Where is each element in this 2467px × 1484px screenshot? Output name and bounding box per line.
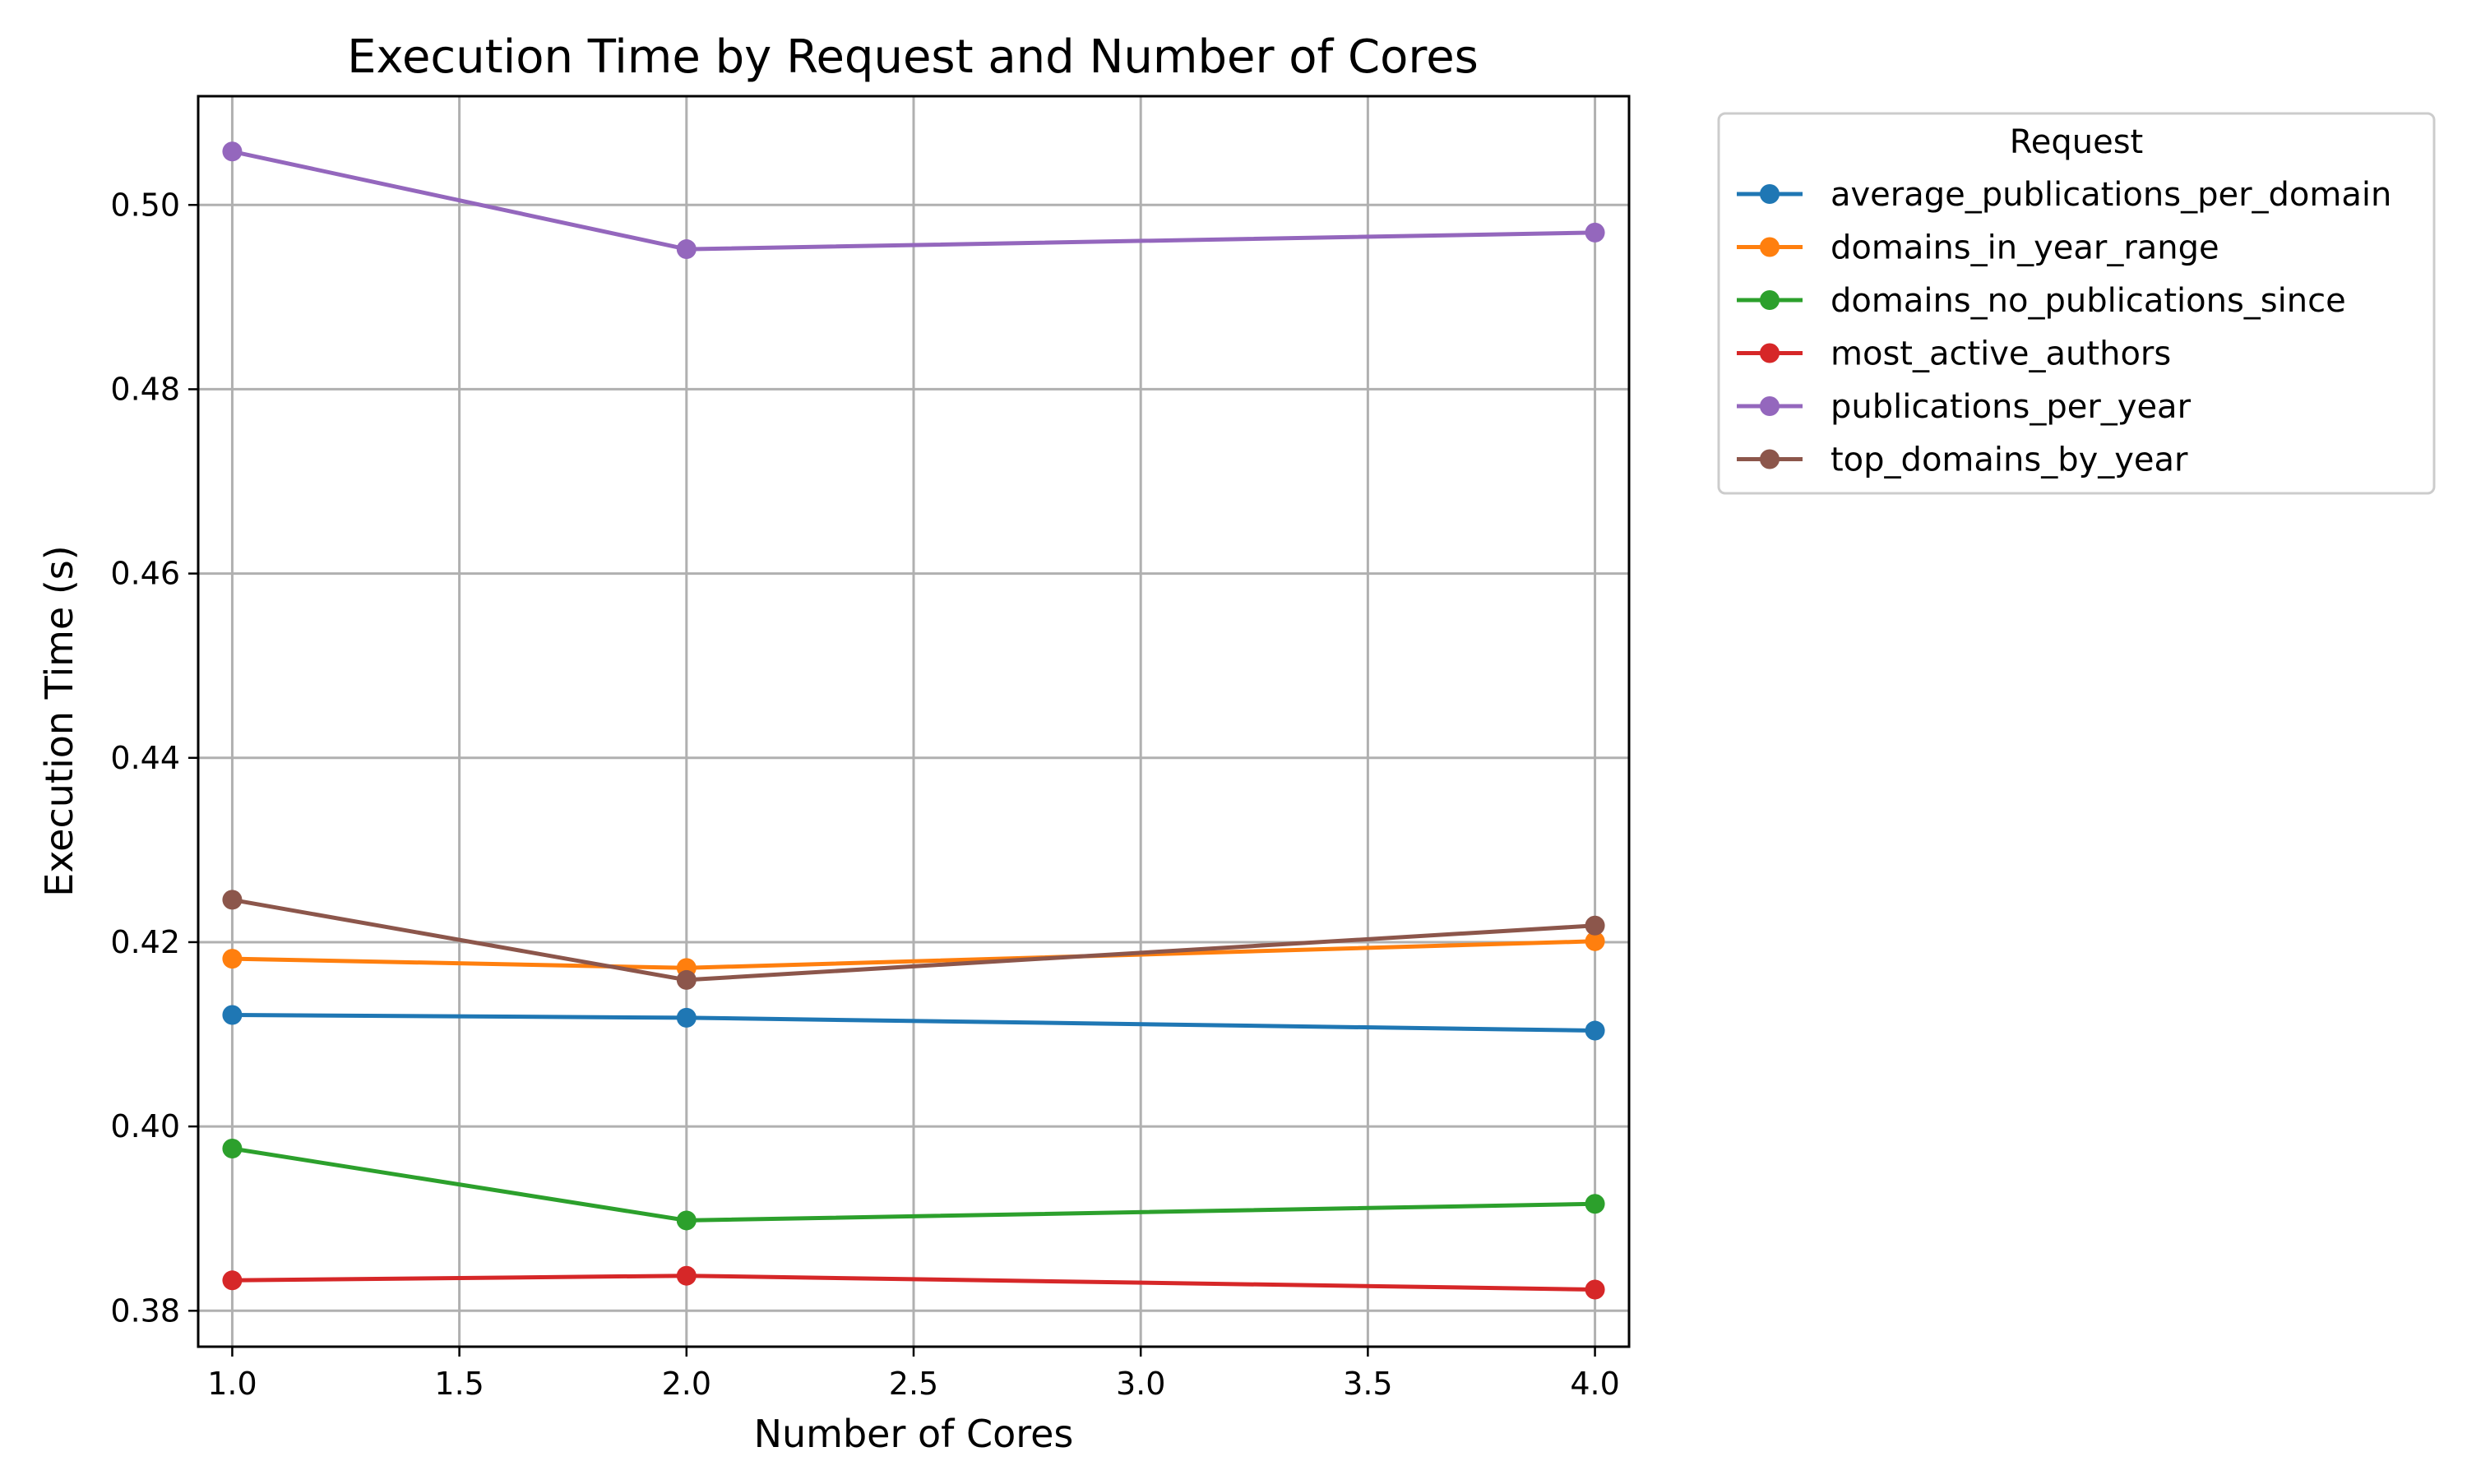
data-point bbox=[222, 141, 243, 162]
legend-marker bbox=[1760, 184, 1780, 204]
series-layer bbox=[222, 141, 1605, 1300]
data-point bbox=[222, 890, 243, 910]
data-point bbox=[1585, 915, 1605, 936]
data-point bbox=[676, 1007, 697, 1028]
legend-item-average_publications_per_domain: average_publications_per_domain bbox=[1737, 176, 2391, 214]
series-average_publications_per_domain bbox=[222, 1005, 1605, 1041]
legend-box bbox=[1717, 112, 2436, 495]
legend-label: top_domains_by_year bbox=[1831, 442, 2188, 479]
legend-title: Request bbox=[2010, 123, 2143, 161]
x-tick-label: 2.5 bbox=[889, 1366, 938, 1402]
data-point bbox=[1585, 1020, 1605, 1041]
legend-item-domains_no_publications_since: domains_no_publications_since bbox=[1737, 282, 2346, 320]
data-point bbox=[1585, 222, 1605, 243]
legend-label: domains_no_publications_since bbox=[1831, 282, 2346, 320]
x-tick-label: 3.5 bbox=[1343, 1366, 1392, 1402]
data-point bbox=[222, 1270, 243, 1291]
y-tick-label: 0.44 bbox=[110, 740, 180, 776]
legend-marker bbox=[1760, 343, 1780, 363]
y-axis-label: Execution Time (s) bbox=[37, 545, 81, 896]
grid bbox=[198, 96, 1629, 1347]
series-domains_in_year_range bbox=[222, 931, 1605, 978]
data-point bbox=[1585, 1194, 1605, 1214]
legend-item-publications_per_year: publications_per_year bbox=[1737, 388, 2192, 426]
x-axis-label: Number of Cores bbox=[754, 1412, 1074, 1456]
x-tick-label: 1.0 bbox=[207, 1366, 257, 1402]
y-tick-label: 0.48 bbox=[110, 371, 180, 407]
series-top_domains_by_year bbox=[222, 890, 1605, 990]
legend-item-top_domains_by_year: top_domains_by_year bbox=[1737, 442, 2188, 479]
data-point bbox=[676, 1265, 697, 1286]
legend-label: publications_per_year bbox=[1831, 388, 2192, 426]
y-tick-label: 0.42 bbox=[110, 924, 180, 960]
legend-marker bbox=[1760, 237, 1780, 257]
chart-title: Execution Time by Request and Number of … bbox=[347, 30, 1479, 84]
data-point bbox=[1585, 1279, 1605, 1300]
data-point bbox=[676, 239, 697, 260]
legend: Request average_publications_per_domaind… bbox=[1717, 112, 2436, 495]
series-domains_no_publications_since bbox=[222, 1139, 1605, 1231]
legend-marker bbox=[1760, 449, 1780, 469]
series-publications_per_year bbox=[222, 141, 1605, 260]
data-point bbox=[222, 949, 243, 969]
data-point bbox=[676, 969, 697, 990]
legend-item-most_active_authors: most_active_authors bbox=[1737, 335, 2171, 373]
x-tick-label: 3.0 bbox=[1116, 1366, 1165, 1402]
legend-label: most_active_authors bbox=[1831, 335, 2171, 373]
legend-marker bbox=[1760, 396, 1780, 416]
legend-items: average_publications_per_domain domains_i… bbox=[1737, 176, 2391, 479]
data-point bbox=[222, 1139, 243, 1159]
x-tick-label: 4.0 bbox=[1570, 1366, 1619, 1402]
legend-marker bbox=[1760, 290, 1780, 310]
x-tick-label: 1.5 bbox=[434, 1366, 484, 1402]
data-point bbox=[222, 1005, 243, 1025]
legend-label: average_publications_per_domain bbox=[1831, 176, 2391, 214]
data-point bbox=[676, 1210, 697, 1231]
x-tick-label: 2.0 bbox=[662, 1366, 711, 1402]
y-tick-label: 0.46 bbox=[110, 556, 180, 592]
y-tick-label: 0.50 bbox=[110, 187, 180, 223]
legend-item-domains_in_year_range: domains_in_year_range bbox=[1737, 229, 2219, 267]
y-tick-label: 0.38 bbox=[110, 1292, 180, 1329]
y-tick-label: 0.40 bbox=[110, 1108, 180, 1144]
legend-label: domains_in_year_range bbox=[1831, 229, 2219, 267]
data-point bbox=[1585, 931, 1605, 951]
axis-ticks: 1.0 1.5 2.0 2.5 3.0 3.5 4.0 0.38 0.40 0.42 0.44 0.4… bbox=[110, 187, 1619, 1402]
series-most_active_authors bbox=[222, 1265, 1605, 1300]
